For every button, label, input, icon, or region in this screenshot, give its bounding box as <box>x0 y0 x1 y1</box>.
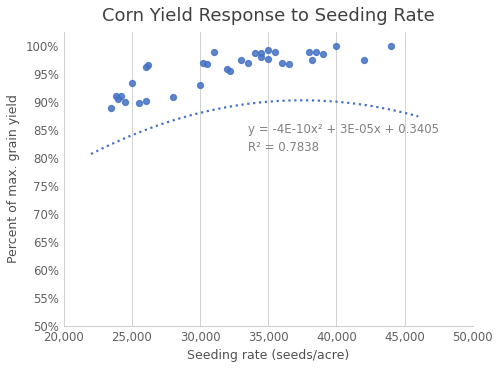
Point <box>117 93 125 99</box>
Point <box>244 60 252 66</box>
Point <box>271 49 279 55</box>
Point <box>114 96 122 102</box>
Point <box>250 50 258 56</box>
Point <box>142 99 150 104</box>
Point <box>278 60 286 66</box>
Point <box>112 93 120 99</box>
Text: y = -4E-10x² + 3E-05x + 0.3405
R² = 0.7838: y = -4E-10x² + 3E-05x + 0.3405 R² = 0.78… <box>248 123 439 154</box>
Point <box>332 43 340 49</box>
Point <box>264 56 272 62</box>
Y-axis label: Percent of max. grain yield: Percent of max. grain yield <box>7 94 20 263</box>
Point <box>387 43 395 49</box>
Point <box>226 68 234 74</box>
Point <box>224 66 232 72</box>
Point <box>305 49 313 55</box>
Point <box>128 80 136 86</box>
Point <box>199 60 207 66</box>
Point <box>210 49 218 55</box>
Point <box>284 61 292 67</box>
Point <box>121 99 129 105</box>
X-axis label: Seeding rate (seeds/acre): Seeding rate (seeds/acre) <box>187 349 350 362</box>
Point <box>312 49 320 55</box>
Point <box>258 54 266 60</box>
Point <box>360 57 368 63</box>
Point <box>319 51 327 57</box>
Point <box>169 94 177 100</box>
Point <box>237 57 245 63</box>
Point <box>264 47 272 53</box>
Point <box>258 50 266 56</box>
Point <box>196 82 204 88</box>
Point <box>203 62 211 68</box>
Point <box>108 105 116 111</box>
Title: Corn Yield Response to Seeding Rate: Corn Yield Response to Seeding Rate <box>102 7 434 25</box>
Point <box>134 100 142 106</box>
Point <box>308 57 316 63</box>
Point <box>144 62 152 68</box>
Point <box>142 64 150 70</box>
